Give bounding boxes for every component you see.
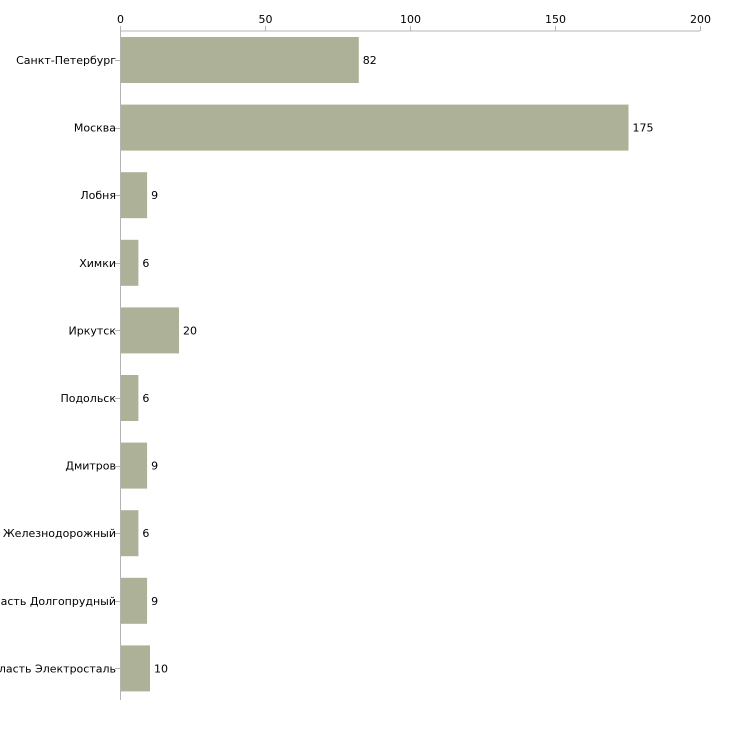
value-labels-group: 82 175 9 6 20 6 9 6 9 10 [142, 54, 653, 675]
category-label: Московская область Долгопрудный [0, 595, 116, 608]
bar-value-label: 9 [151, 460, 158, 473]
bar-value-label: 20 [183, 324, 197, 337]
bar [121, 577, 148, 624]
bar-value-label: 10 [154, 662, 168, 675]
bar [121, 645, 150, 692]
bar [121, 307, 179, 354]
category-label: Московская область Железнодорожный [0, 527, 116, 540]
category-label: Московская область Электросталь [0, 662, 116, 675]
x-axis: 0 50 100 150 200 [117, 13, 711, 32]
category-label: Дмитров [65, 460, 116, 473]
bar [121, 375, 139, 421]
bar [121, 442, 148, 489]
bar-value-label: 175 [633, 122, 654, 135]
category-label: Москва [74, 122, 116, 135]
bar [121, 510, 139, 557]
bar-value-label: 6 [142, 392, 149, 405]
x-tick-label: 200 [690, 13, 711, 26]
category-label: Санкт-Петербург [16, 54, 116, 67]
category-label: Подольск [60, 392, 116, 405]
bar [121, 239, 139, 286]
x-tick-label: 50 [259, 13, 273, 26]
x-tick-label: 100 [400, 13, 421, 26]
x-tick-label: 0 [117, 13, 124, 26]
bar-value-label: 6 [142, 257, 149, 270]
bars-group [121, 37, 629, 692]
bar [121, 172, 148, 219]
bar [121, 104, 629, 151]
bar-value-label: 82 [363, 54, 377, 67]
x-tick-label: 150 [545, 13, 566, 26]
bar [121, 37, 359, 83]
bar-value-label: 9 [151, 189, 158, 202]
category-label: Химки [79, 257, 116, 270]
bar-value-label: 9 [151, 595, 158, 608]
category-label: Лобня [80, 189, 116, 202]
bar-value-label: 6 [142, 527, 149, 540]
y-axis: Санкт-Петербург Москва Лобня Химки Иркутск По… [0, 31, 121, 700]
category-label: Иркутск [69, 324, 117, 337]
